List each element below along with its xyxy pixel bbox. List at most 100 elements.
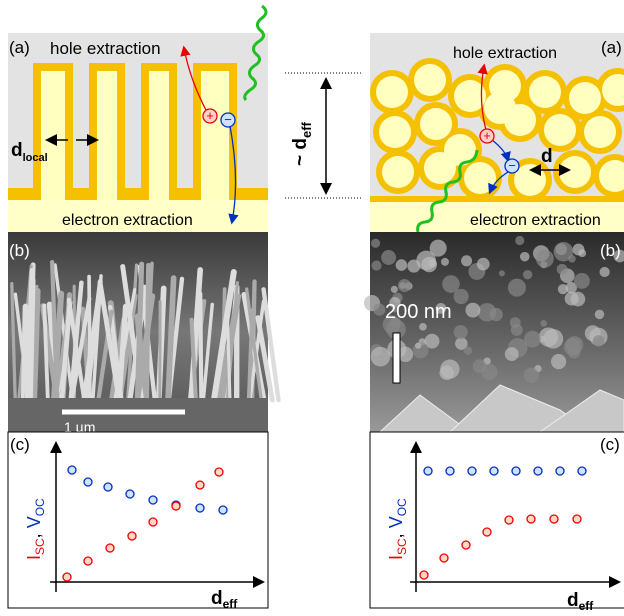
isc-sub: SC — [395, 538, 409, 555]
trend-dot — [512, 467, 520, 475]
figure: + − (a) hole extraction dlocal electron … — [0, 0, 624, 616]
grain — [371, 239, 380, 248]
nanorod — [200, 294, 201, 400]
electron-extraction: electron extraction — [470, 212, 601, 229]
trend-dot — [527, 515, 535, 523]
grain — [600, 267, 610, 277]
trend-dot — [215, 468, 223, 476]
grain — [515, 236, 524, 245]
grain — [464, 347, 472, 355]
grain — [571, 292, 586, 307]
trend-dot — [126, 490, 134, 498]
particle-core — [382, 156, 414, 188]
x-sub: eff — [579, 599, 595, 613]
trend-dot — [84, 478, 92, 486]
voc: V — [386, 516, 406, 528]
trend-dot — [505, 516, 513, 524]
trend-dot — [556, 467, 564, 475]
x-symbol: d — [567, 590, 579, 611]
grain — [461, 255, 472, 266]
grain — [524, 368, 539, 383]
d-eff-sub: eff — [299, 121, 314, 138]
grain — [481, 364, 497, 380]
particle-core — [559, 156, 591, 188]
hole-sign: + — [483, 128, 491, 143]
grain — [523, 270, 532, 279]
grain — [465, 303, 480, 318]
particle-base — [370, 196, 624, 202]
grain — [478, 303, 496, 321]
trend-dot — [420, 571, 428, 579]
grain — [499, 270, 505, 276]
trend-dot — [149, 496, 157, 504]
trend-dot — [68, 466, 76, 474]
hole-extraction: hole extraction — [453, 45, 557, 62]
electron-extraction: electron extraction — [62, 212, 193, 229]
left-plot: (c) ISC, VOC deff — [8, 432, 268, 611]
trend-dot — [534, 467, 542, 475]
grain — [564, 338, 581, 355]
grain — [558, 284, 568, 294]
d-symbol: d — [11, 140, 23, 161]
grain — [396, 259, 408, 271]
trend-dot — [104, 483, 112, 491]
grain — [371, 261, 381, 271]
grain — [440, 360, 459, 379]
grain — [520, 252, 530, 262]
substrate — [8, 398, 268, 432]
grain — [568, 255, 576, 263]
particle-core — [544, 114, 576, 146]
trend-dot — [578, 467, 586, 475]
particle-core — [414, 64, 446, 96]
particle-core — [484, 92, 516, 124]
particle-core — [376, 76, 408, 108]
voc-sub: OC — [33, 498, 47, 516]
trend-dot — [446, 467, 454, 475]
grain — [454, 289, 469, 304]
grain — [536, 250, 554, 268]
panel-label: (b) — [9, 241, 30, 260]
d-eff-label: ~ deff — [290, 121, 314, 166]
right-sem: 200 nm (b) — [364, 232, 624, 432]
comma: , — [24, 528, 44, 538]
x-sub: eff — [223, 597, 239, 611]
left-sem: (b) 1 µm — [8, 232, 278, 435]
voc-sub: OC — [395, 498, 409, 516]
trend-dot — [196, 504, 204, 512]
comma: , — [386, 528, 406, 538]
grain — [543, 329, 563, 349]
trend-dot — [84, 557, 92, 565]
voc: V — [24, 516, 44, 528]
trend-dot — [424, 467, 432, 475]
grain — [407, 259, 420, 272]
particle-core — [379, 116, 411, 148]
left-schematic: + − (a) hole extraction dlocal electron … — [8, 6, 268, 232]
nanorod — [147, 265, 148, 400]
grain — [505, 347, 519, 361]
nanorod — [89, 277, 90, 400]
trend-dot — [462, 541, 470, 549]
trend-dot — [468, 467, 476, 475]
panel-label: (c) — [10, 435, 30, 454]
trend-dot — [172, 502, 180, 510]
trend-dot — [196, 481, 204, 489]
grain — [381, 250, 396, 265]
effective-thickness: ~ deff — [285, 73, 362, 198]
trend-dot — [483, 528, 491, 536]
d-symbol: d — [541, 146, 553, 167]
trend-dot — [106, 544, 114, 552]
grain — [557, 264, 568, 275]
trend-dot — [550, 515, 558, 523]
grain — [398, 279, 411, 292]
panel-label: (c) — [600, 435, 620, 454]
trend-dot — [219, 506, 227, 514]
particle-core — [420, 108, 452, 140]
scale-bar-label: 200 nm — [385, 301, 452, 323]
grain — [391, 286, 398, 293]
grain — [540, 320, 547, 327]
panel-label: (a) — [9, 38, 30, 57]
nanorod — [30, 280, 33, 400]
hole-extraction: hole extraction — [50, 39, 161, 58]
grain — [573, 244, 585, 256]
grain — [415, 342, 421, 348]
